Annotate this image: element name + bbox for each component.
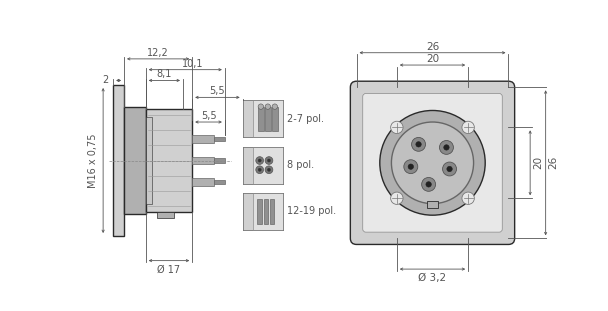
Text: 8,1: 8,1 xyxy=(157,69,172,79)
Bar xyxy=(254,100,283,137)
FancyBboxPatch shape xyxy=(363,94,502,232)
Circle shape xyxy=(412,137,426,151)
Circle shape xyxy=(268,159,271,162)
Circle shape xyxy=(440,141,454,154)
Bar xyxy=(254,193,283,230)
Circle shape xyxy=(443,162,457,176)
Text: Ø 17: Ø 17 xyxy=(157,265,181,275)
Circle shape xyxy=(256,166,263,174)
Circle shape xyxy=(380,110,485,215)
Bar xyxy=(214,180,225,184)
Circle shape xyxy=(447,166,452,172)
Bar xyxy=(243,100,283,137)
Text: 10,1: 10,1 xyxy=(182,58,204,68)
Bar xyxy=(258,107,263,131)
Text: 20: 20 xyxy=(426,54,439,64)
Circle shape xyxy=(408,164,413,169)
Circle shape xyxy=(391,121,403,133)
Bar xyxy=(272,107,277,131)
Bar xyxy=(257,199,262,224)
Text: 5,5: 5,5 xyxy=(201,111,216,121)
Circle shape xyxy=(416,142,421,147)
Bar xyxy=(243,147,254,183)
Text: 2: 2 xyxy=(102,76,109,86)
Bar xyxy=(146,109,192,212)
Text: 5,5: 5,5 xyxy=(209,86,225,96)
Circle shape xyxy=(256,157,263,165)
Circle shape xyxy=(444,145,449,150)
Circle shape xyxy=(258,168,261,171)
Bar xyxy=(192,178,214,186)
Circle shape xyxy=(404,160,418,174)
Bar xyxy=(263,199,268,224)
Bar xyxy=(243,147,283,183)
Text: 12-19 pol.: 12-19 pol. xyxy=(287,206,336,216)
Circle shape xyxy=(422,178,435,191)
Bar xyxy=(113,85,124,236)
Text: 8 pol.: 8 pol. xyxy=(287,160,314,170)
Bar xyxy=(243,193,283,230)
Circle shape xyxy=(391,192,403,204)
Bar xyxy=(146,117,152,204)
Text: 20: 20 xyxy=(533,156,543,169)
Bar xyxy=(192,135,214,143)
Circle shape xyxy=(265,166,273,174)
Circle shape xyxy=(462,192,474,204)
Circle shape xyxy=(392,122,474,204)
Circle shape xyxy=(426,182,431,187)
Text: 26: 26 xyxy=(426,42,439,52)
Circle shape xyxy=(265,104,271,109)
Text: Ø 3,2: Ø 3,2 xyxy=(418,273,446,283)
Bar xyxy=(124,107,146,214)
Bar xyxy=(270,199,274,224)
Bar xyxy=(157,212,174,218)
Bar xyxy=(243,100,254,137)
Circle shape xyxy=(258,159,261,162)
Bar xyxy=(254,147,283,183)
Bar xyxy=(214,137,225,141)
Circle shape xyxy=(258,104,263,109)
FancyBboxPatch shape xyxy=(350,81,514,244)
Text: 26: 26 xyxy=(548,156,558,169)
Text: 12,2: 12,2 xyxy=(147,48,169,58)
Bar xyxy=(265,107,271,131)
Bar xyxy=(427,201,438,208)
Text: 2-7 pol.: 2-7 pol. xyxy=(287,114,324,124)
Circle shape xyxy=(265,157,273,165)
Circle shape xyxy=(272,104,277,109)
Circle shape xyxy=(462,121,474,133)
Bar xyxy=(243,193,254,230)
Bar xyxy=(214,158,225,163)
Bar xyxy=(192,157,214,165)
Text: M16 x 0,75: M16 x 0,75 xyxy=(88,133,98,188)
Circle shape xyxy=(268,168,271,171)
